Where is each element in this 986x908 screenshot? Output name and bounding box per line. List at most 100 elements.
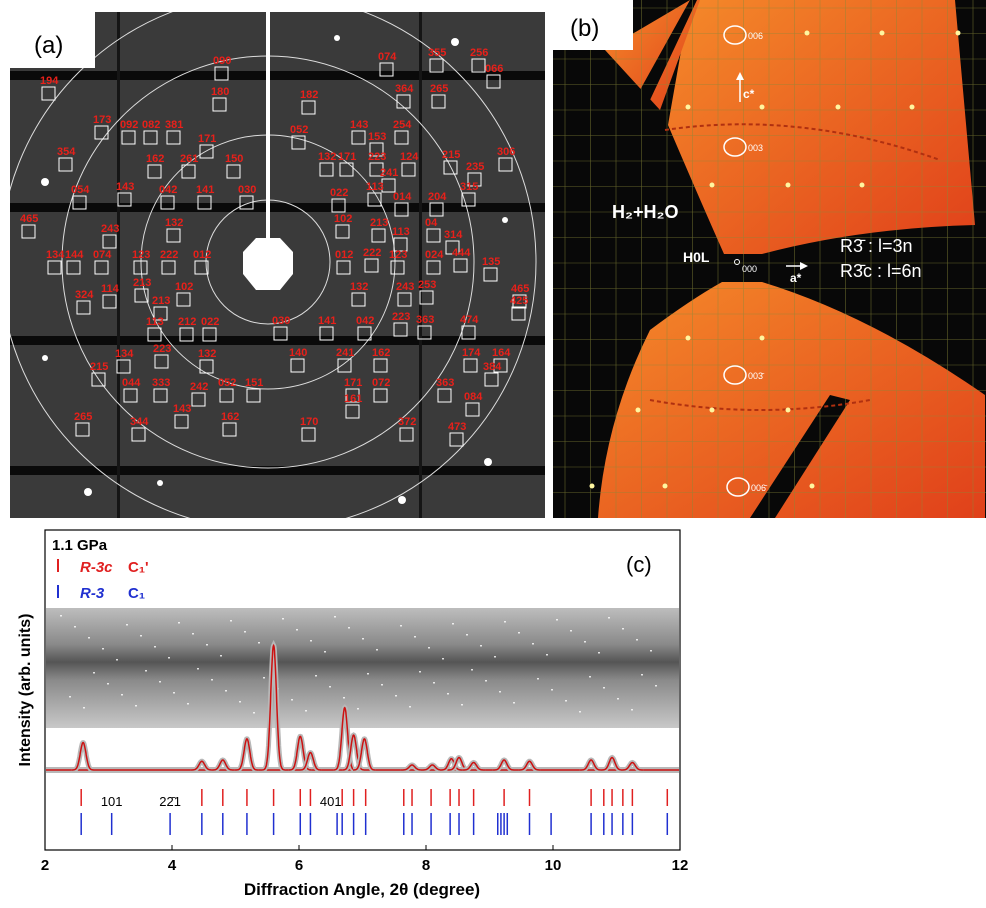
reflection-label: 052 <box>290 124 308 136</box>
reflection-label: 223 <box>153 343 171 355</box>
reflection-label: 102 <box>334 213 352 225</box>
legend-name: R-3 <box>80 585 105 602</box>
hkl-label: 22̄1 <box>159 794 181 809</box>
speckle <box>395 695 397 697</box>
speckle <box>419 671 421 673</box>
speckle <box>315 675 317 677</box>
speckle <box>603 687 605 689</box>
reflection-label: 140 <box>289 347 307 359</box>
x-tick-label: 4 <box>168 857 177 874</box>
speckle <box>168 657 170 659</box>
speckle <box>655 685 657 687</box>
x-tick-label: 12 <box>672 857 689 874</box>
reflection-label: 314 <box>444 229 463 241</box>
reflection-label: 253 <box>418 279 436 291</box>
spot-label: 003̄ <box>748 371 765 381</box>
reflection-label: 123 <box>132 249 150 261</box>
pressure-label: 1.1 GPa <box>52 537 108 554</box>
speckle <box>154 646 156 648</box>
reflection-label: 354 <box>57 146 76 158</box>
reflection-label: 243 <box>101 223 119 235</box>
reflection-label: 066 <box>485 63 503 75</box>
legend-name: R-3c <box>80 559 113 576</box>
speckle <box>348 627 350 629</box>
hkl-label: 101 <box>101 794 123 809</box>
speckle <box>400 625 402 627</box>
reflection-label: 170 <box>300 416 318 428</box>
reflection-label: 132 <box>198 348 216 360</box>
speckle <box>409 706 411 708</box>
reflection-label: 153 <box>368 131 386 143</box>
speckle <box>343 697 345 699</box>
speckle <box>499 691 501 693</box>
reflection-label: 363 <box>416 314 434 326</box>
reflection-label: 222 <box>363 247 381 259</box>
speckle <box>480 645 482 647</box>
spot-label: 003 <box>748 143 763 153</box>
reflection-label: 213 <box>133 277 151 289</box>
speckle <box>546 654 548 656</box>
reflection-label: 072 <box>372 377 390 389</box>
speckle <box>428 647 430 649</box>
reflection-label: 223 <box>368 151 386 163</box>
speckle <box>211 679 213 681</box>
origin-label: 000 <box>742 264 757 274</box>
axis-label: a* <box>790 271 802 285</box>
speckle <box>461 704 463 706</box>
reflection-label: 074 <box>93 249 112 261</box>
speckle <box>494 656 496 658</box>
reflection-label: 012 <box>193 249 211 261</box>
reflection-label: 030 <box>238 184 256 196</box>
speckle <box>329 686 331 688</box>
reflection-label: 162 <box>372 347 390 359</box>
speckle <box>121 694 123 696</box>
reflection-label: 044 <box>122 377 141 389</box>
reflection-label: 113 <box>366 181 384 193</box>
speckle <box>357 708 359 710</box>
reflection-label: 235 <box>466 161 484 173</box>
reflection-label: 171 <box>338 151 356 163</box>
reflection-label: 223 <box>392 311 410 323</box>
reflection-label: 444 <box>452 247 471 259</box>
speckle <box>244 631 246 633</box>
panel-a-image <box>0 0 545 530</box>
speckle <box>102 648 104 650</box>
speckle <box>263 677 265 679</box>
reflection-label: 141 <box>318 315 336 327</box>
speckle <box>452 623 454 625</box>
reflection-label: 012 <box>335 249 353 261</box>
reflection-label: 333 <box>152 377 170 389</box>
hkl-label: 401 <box>320 794 342 809</box>
reflection-label: 256 <box>470 47 488 59</box>
speckle <box>83 707 85 709</box>
speckle <box>140 635 142 637</box>
speckle <box>173 692 175 694</box>
reflection-label: 132 <box>165 217 183 229</box>
reflection-label: 242 <box>190 381 208 393</box>
legend-phase: C₁' <box>128 559 149 576</box>
reflection-label: 241 <box>336 347 354 359</box>
reflection-label: 144 <box>65 249 84 261</box>
reflection-label: 465 <box>20 213 38 225</box>
rule-text: R3̄ : l=3n <box>840 236 913 256</box>
reflection-label: 113 <box>392 226 410 238</box>
reflection-label: 222 <box>160 249 178 261</box>
speckle <box>556 619 558 621</box>
speckle <box>485 680 487 682</box>
reflection-label: 090 <box>213 55 231 67</box>
reflection-label: 114 <box>101 283 120 295</box>
reflection-label: 344 <box>130 416 149 428</box>
panel-label: (a) <box>34 32 63 59</box>
reflection-label: 261 <box>180 153 198 165</box>
reflection-label: 022 <box>330 187 348 199</box>
reflection-label: 092 <box>120 119 138 131</box>
observed-peak <box>236 739 259 770</box>
reflection-label: 254 <box>393 119 412 131</box>
axis-label: c* <box>743 87 755 101</box>
reflection-label: 052 <box>218 377 236 389</box>
reflection-label: 162 <box>221 411 239 423</box>
reflection-label: 194 <box>40 75 59 87</box>
x-tick-label: 8 <box>422 857 430 874</box>
reflection-label: 113 <box>146 316 164 328</box>
reflection-label: 150 <box>225 153 243 165</box>
